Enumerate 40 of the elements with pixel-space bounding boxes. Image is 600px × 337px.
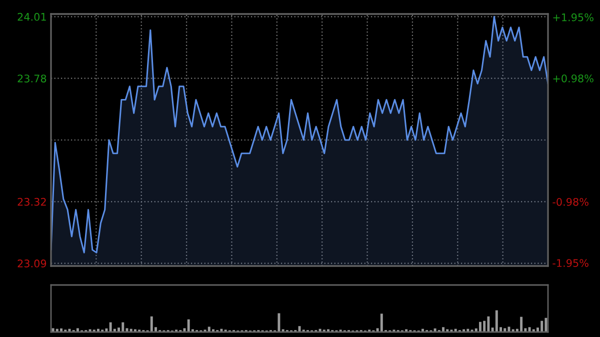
bar xyxy=(56,328,58,332)
bar xyxy=(434,328,436,332)
y2-tick-label: -0.98% xyxy=(552,198,588,206)
y-tick-label: 24.01 xyxy=(18,12,46,21)
bar xyxy=(130,328,132,332)
bar xyxy=(466,328,470,332)
y-tick-label: 23.09 xyxy=(18,260,46,268)
y2-tick-label: +0.98% xyxy=(553,74,594,82)
bar xyxy=(504,328,506,332)
bar xyxy=(380,314,383,332)
y-tick-label: 23.32 xyxy=(18,198,46,206)
bar xyxy=(540,320,544,332)
bar xyxy=(483,320,486,332)
bar xyxy=(183,328,186,332)
bar xyxy=(126,328,128,332)
bar xyxy=(122,322,124,332)
y2-tick-label: -1.95% xyxy=(552,259,588,267)
bar xyxy=(520,316,523,332)
bar xyxy=(421,328,424,332)
y2-tick-label: +1.95% xyxy=(553,13,594,22)
bar xyxy=(318,328,322,332)
bar xyxy=(105,328,108,332)
bar xyxy=(187,319,190,332)
bar xyxy=(478,322,482,332)
bar xyxy=(508,326,510,332)
y-tick-label: 23.78 xyxy=(18,74,46,82)
bar xyxy=(544,318,548,332)
bar xyxy=(454,328,457,332)
bar xyxy=(487,316,490,332)
bar xyxy=(442,327,444,332)
bar xyxy=(495,310,498,332)
bar xyxy=(278,313,280,332)
bar xyxy=(220,328,223,332)
bar xyxy=(208,326,210,332)
bar xyxy=(150,316,153,332)
bar xyxy=(97,328,100,332)
bar xyxy=(52,328,54,332)
bar xyxy=(60,328,62,332)
bar xyxy=(109,322,112,332)
bar xyxy=(76,328,79,332)
